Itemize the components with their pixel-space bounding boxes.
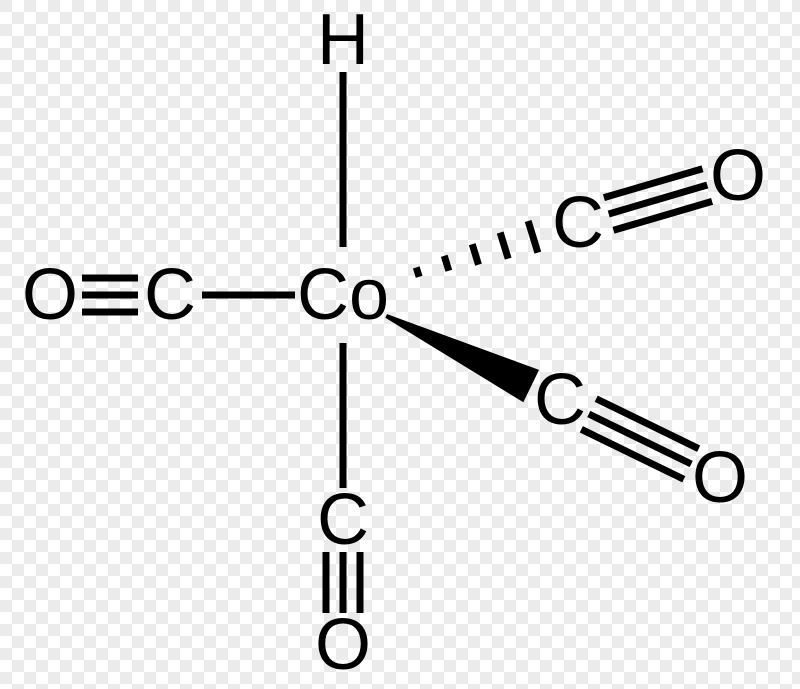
atom-o: O [315, 605, 371, 685]
atom-c: C [534, 360, 586, 440]
atom-o: O [692, 438, 748, 518]
atom-c: C [317, 480, 369, 560]
atom-o: O [710, 136, 766, 216]
chemical-structure-svg: CoHCOCOCOCO [0, 0, 800, 689]
atom-o: O [22, 255, 78, 335]
atom-h: H [317, 0, 369, 80]
atom-c: C [552, 183, 604, 263]
atom-co: Co [297, 255, 389, 335]
atom-c: C [144, 255, 196, 335]
transparency-background [0, 0, 800, 689]
